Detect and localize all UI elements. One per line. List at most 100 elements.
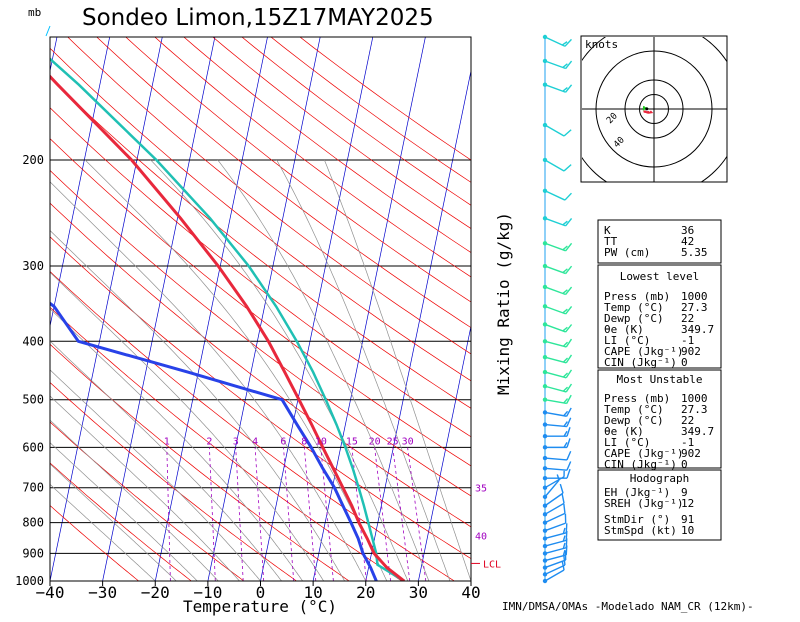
mixing-ratio-tick-label: 30 xyxy=(402,436,414,447)
wind-barb-staff xyxy=(545,243,566,251)
wind-barb xyxy=(543,304,572,314)
x-axis-label: Temperature (°C) xyxy=(183,597,337,616)
pressure-tick-label: 500 xyxy=(22,393,44,407)
wind-barb-staff xyxy=(545,218,566,226)
isotherm-line xyxy=(0,26,7,581)
wind-barb-staff xyxy=(545,503,564,514)
dry-adiabat xyxy=(0,26,297,581)
temperature-tick-label: −30 xyxy=(88,583,117,602)
wind-barb xyxy=(543,451,571,460)
isotherm-line xyxy=(0,26,112,581)
hodograph-index-value: 12 xyxy=(681,497,694,510)
moist-adiabat xyxy=(85,160,387,581)
wind-barb-flag xyxy=(564,130,571,136)
wind-barb-flag xyxy=(567,469,570,478)
wind-barb xyxy=(543,462,571,471)
isotherm-line xyxy=(208,26,323,581)
wind-barb xyxy=(543,189,572,200)
wind-barb-staff xyxy=(545,37,565,46)
pressure-tick-label: 600 xyxy=(22,440,44,454)
wind-barb xyxy=(543,418,571,427)
temperature-tick-label: 40 xyxy=(461,583,480,602)
dry-adiabat xyxy=(0,26,402,581)
wind-barb-staff xyxy=(545,306,566,314)
temperature-tick-label: −20 xyxy=(141,583,170,602)
wind-barb-staff xyxy=(545,85,566,93)
lcl-label: LCL xyxy=(483,559,501,570)
pressure-tick-label: 800 xyxy=(22,516,44,530)
mixing-ratio-tick-label: 25 xyxy=(387,436,399,447)
wind-barb xyxy=(543,264,572,274)
wind-barb-staff xyxy=(545,386,566,392)
wind-barb-flag xyxy=(566,523,567,532)
wind-barb xyxy=(543,322,572,332)
wind-barb-staff xyxy=(545,468,567,470)
temperature-tick-label: 20 xyxy=(356,583,375,602)
wind-barb-flag xyxy=(567,462,571,471)
dry-adiabat xyxy=(0,26,612,581)
wind-barb-staff xyxy=(545,341,566,347)
wind-barb-staff xyxy=(545,412,567,416)
storm-motion-label: StmSpd (kt) xyxy=(604,524,677,537)
mixing-ratio-tick-label: 3 xyxy=(233,436,239,447)
wind-barb-flag xyxy=(564,165,571,171)
wind-barb xyxy=(543,123,571,136)
pressure-tick-label: 300 xyxy=(22,259,44,273)
wind-barb xyxy=(543,370,572,378)
mixing-ratio-tick-label: 10 xyxy=(315,436,327,447)
temperature-tick-label: 30 xyxy=(409,583,428,602)
temperature-tick-label: −40 xyxy=(36,583,65,602)
storm-motion-marker xyxy=(645,107,648,110)
mixing-ratio-tick-label: 2 xyxy=(206,436,212,447)
pressure-tick-label: 900 xyxy=(22,546,44,560)
isotherm-line xyxy=(471,26,586,581)
isotherm-line xyxy=(418,26,533,581)
isotherm-line xyxy=(50,26,165,581)
wind-barb-staff xyxy=(545,61,566,69)
wind-barb-staff xyxy=(545,372,566,378)
wind-barb xyxy=(543,408,571,416)
wind-barb-flag xyxy=(565,193,572,200)
moist-adiabat xyxy=(277,160,450,581)
theta-e-tick-label: 40 xyxy=(475,531,487,542)
wind-barb-staff xyxy=(545,493,563,506)
index-value: 5.35 xyxy=(681,246,708,259)
wind-barb-staff xyxy=(545,523,566,531)
wind-barb-staff xyxy=(545,555,566,561)
pressure-tick-label: 200 xyxy=(22,153,44,167)
moist-adiabat xyxy=(0,160,345,581)
wind-barb-staff xyxy=(545,125,564,136)
wind-barb xyxy=(543,469,570,480)
wind-barb xyxy=(543,384,572,392)
wind-barb xyxy=(543,339,572,347)
wind-barb-staff xyxy=(545,287,566,295)
wind-barb-staff xyxy=(545,570,564,581)
isotherm-line xyxy=(103,26,218,581)
wind-barb-staff xyxy=(545,480,559,497)
most-unstable-value: 0 xyxy=(681,458,688,471)
wind-barb-staff xyxy=(545,540,566,546)
mixing-ratio-label: Mixing Ratio (g/kg) xyxy=(494,212,513,395)
dry-adiabat xyxy=(0,26,665,581)
moist-adiabat xyxy=(324,160,471,581)
lowest-level-label: CIN (Jkg⁻¹) xyxy=(604,356,677,369)
wind-barb xyxy=(543,35,572,46)
wind-barb xyxy=(543,82,572,92)
pressure-unit-label: mb xyxy=(28,6,41,19)
wind-barb xyxy=(543,427,570,438)
sounding-profiles xyxy=(0,37,404,581)
mixing-ratio-tick-label: 1 xyxy=(164,436,170,447)
wind-barb xyxy=(543,285,572,295)
wind-barbs xyxy=(543,35,572,583)
mixing-ratio-tick-label: 15 xyxy=(346,436,358,447)
mixing-ratio-line xyxy=(304,447,316,581)
wind-barb-staff xyxy=(545,513,565,522)
wind-barb-staff xyxy=(545,533,566,539)
most-unstable-title: Most Unstable xyxy=(616,373,702,386)
wind-barb xyxy=(543,241,572,251)
theta-e-tick-label: 35 xyxy=(475,484,487,495)
wind-barb xyxy=(543,355,572,363)
mixing-ratio-line xyxy=(236,447,244,581)
isotherm-line xyxy=(366,26,480,581)
